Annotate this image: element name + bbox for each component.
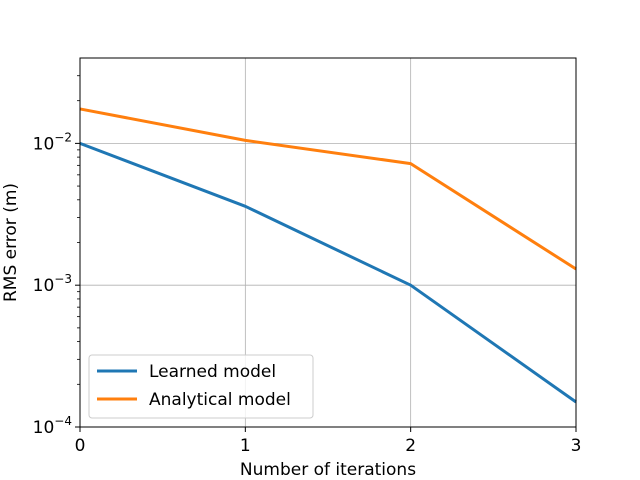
y-tick-label: 10−4 [33,414,72,438]
series-line-0 [79,141,577,404]
axis-ticks: 0 1 2 3 10−4 10−3 10−2 [33,75,582,456]
y-tick-label: 10−2 [33,130,72,154]
y-tick-label: 10−3 [33,272,72,296]
legend-box [88,354,314,419]
legend-label-analytical-model: Analytical model [149,390,291,410]
y-axis-label: RMS error (m) [1,183,21,302]
x-tick-label: 3 [571,436,582,456]
legend-label-learned-model: Learned model [149,362,276,382]
x-tick-label: 0 [75,436,86,456]
legend: Learned model Analytical model [88,354,314,419]
x-tick-label: 1 [240,436,251,456]
series-line-1 [79,107,577,271]
x-axis-label: Number of iterations [240,460,416,480]
x-tick-label: 2 [405,436,416,456]
